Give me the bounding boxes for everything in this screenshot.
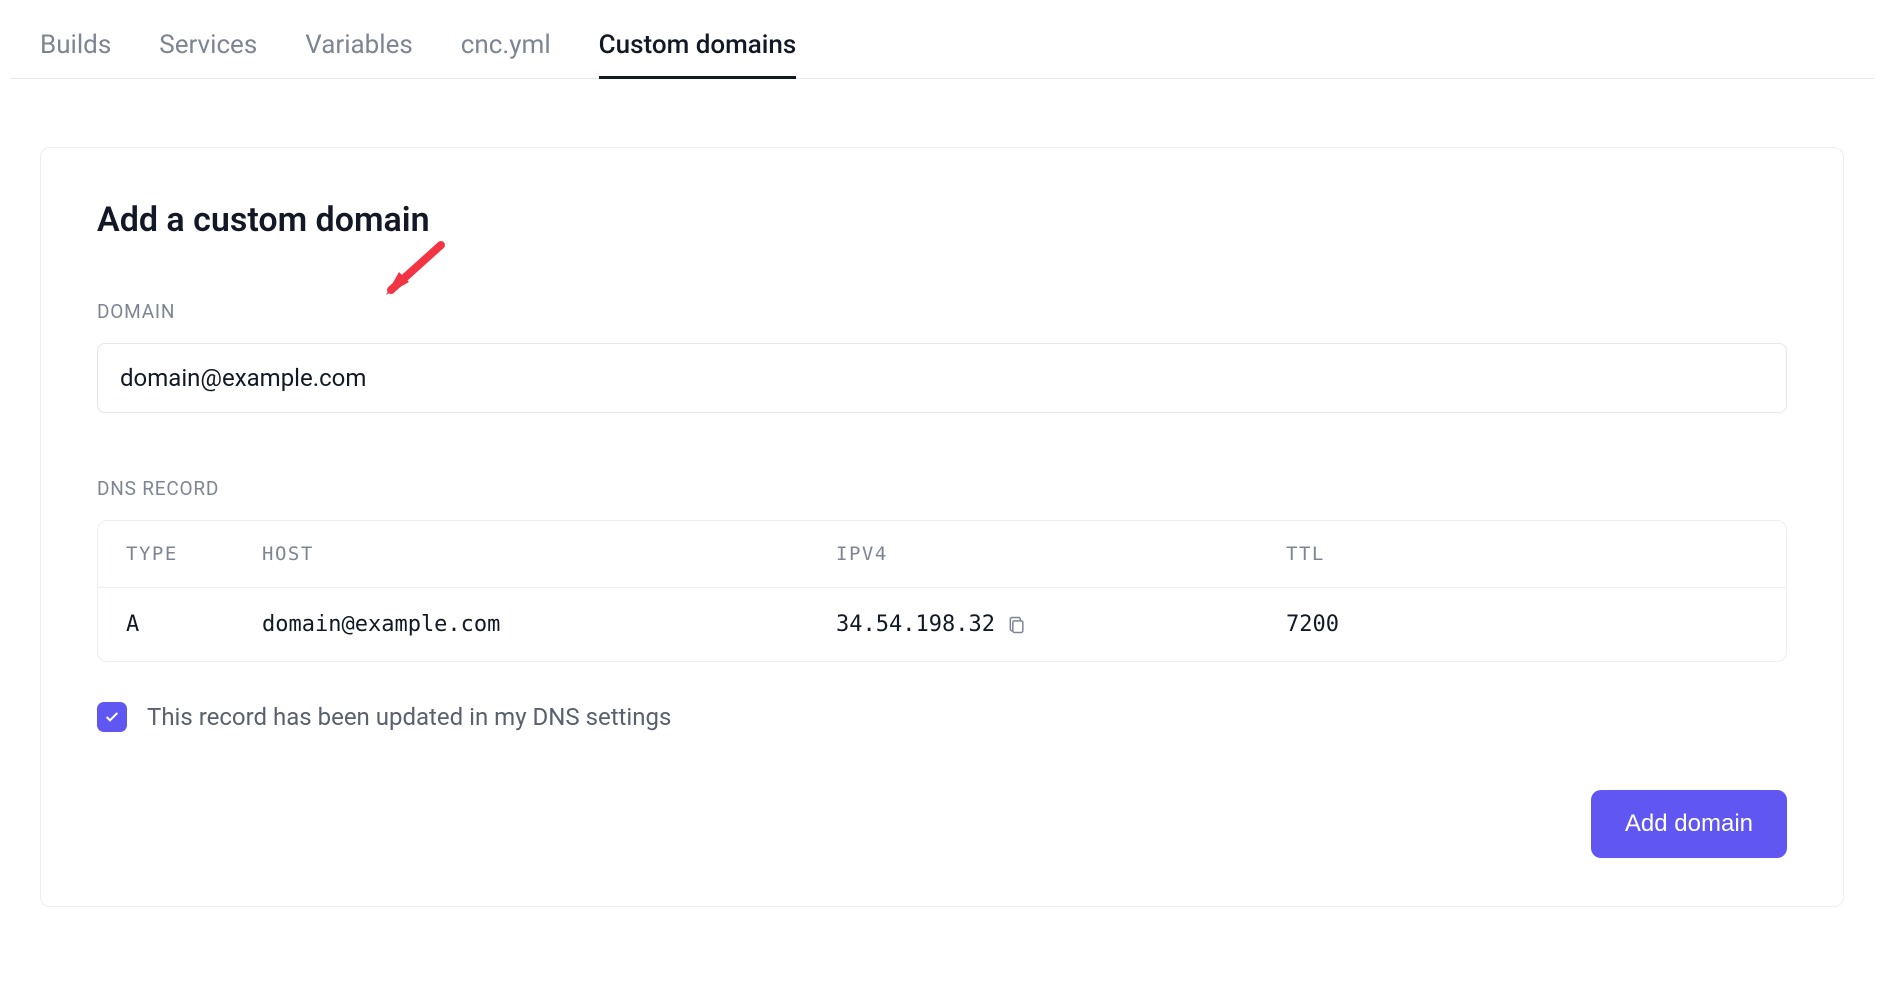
dns-ipv4-value: 34.54.198.32 [836, 612, 995, 637]
table-row: A domain@example.com 34.54.198.32 7200 [98, 588, 1786, 661]
dns-type-value: A [126, 612, 262, 637]
card-title: Add a custom domain [97, 200, 1787, 240]
table-header-row: TYPE HOST IPV4 TTL [98, 521, 1786, 588]
annotation-arrow-icon [381, 240, 446, 305]
copy-icon[interactable] [1007, 614, 1027, 636]
tab-services[interactable]: Services [159, 30, 257, 79]
dns-updated-label: This record has been updated in my DNS s… [147, 703, 671, 731]
tab-variables[interactable]: Variables [305, 30, 413, 79]
column-header-ttl: TTL [1286, 543, 1758, 565]
column-header-type: TYPE [126, 543, 262, 565]
dns-ttl-value: 7200 [1286, 612, 1758, 637]
dns-record-table: TYPE HOST IPV4 TTL A domain@example.com … [97, 520, 1787, 662]
column-header-ipv4: IPV4 [836, 543, 1286, 565]
dns-record-label: DNS RECORD [97, 477, 1787, 500]
domain-field-label: DOMAIN [97, 300, 1787, 323]
tab-builds[interactable]: Builds [40, 30, 111, 79]
check-icon [104, 709, 120, 725]
dns-updated-checkbox[interactable] [97, 702, 127, 732]
dns-host-value: domain@example.com [262, 612, 836, 637]
add-domain-button[interactable]: Add domain [1591, 790, 1787, 858]
tab-cnc-yml[interactable]: cnc.yml [461, 30, 551, 79]
add-domain-card: Add a custom domain DOMAIN DNS RECORD TY… [40, 147, 1844, 907]
domain-input[interactable] [97, 343, 1787, 413]
tabs-nav: Builds Services Variables cnc.yml Custom… [10, 30, 1874, 79]
tab-custom-domains[interactable]: Custom domains [599, 30, 797, 79]
column-header-host: HOST [262, 543, 836, 565]
